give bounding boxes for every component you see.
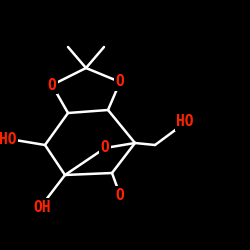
Text: OH: OH — [33, 200, 51, 214]
Text: O: O — [48, 78, 56, 92]
Text: O: O — [100, 140, 110, 156]
Text: O: O — [116, 188, 124, 202]
Text: HO: HO — [176, 114, 194, 130]
Text: HO: HO — [0, 132, 17, 148]
Text: O: O — [116, 74, 124, 90]
